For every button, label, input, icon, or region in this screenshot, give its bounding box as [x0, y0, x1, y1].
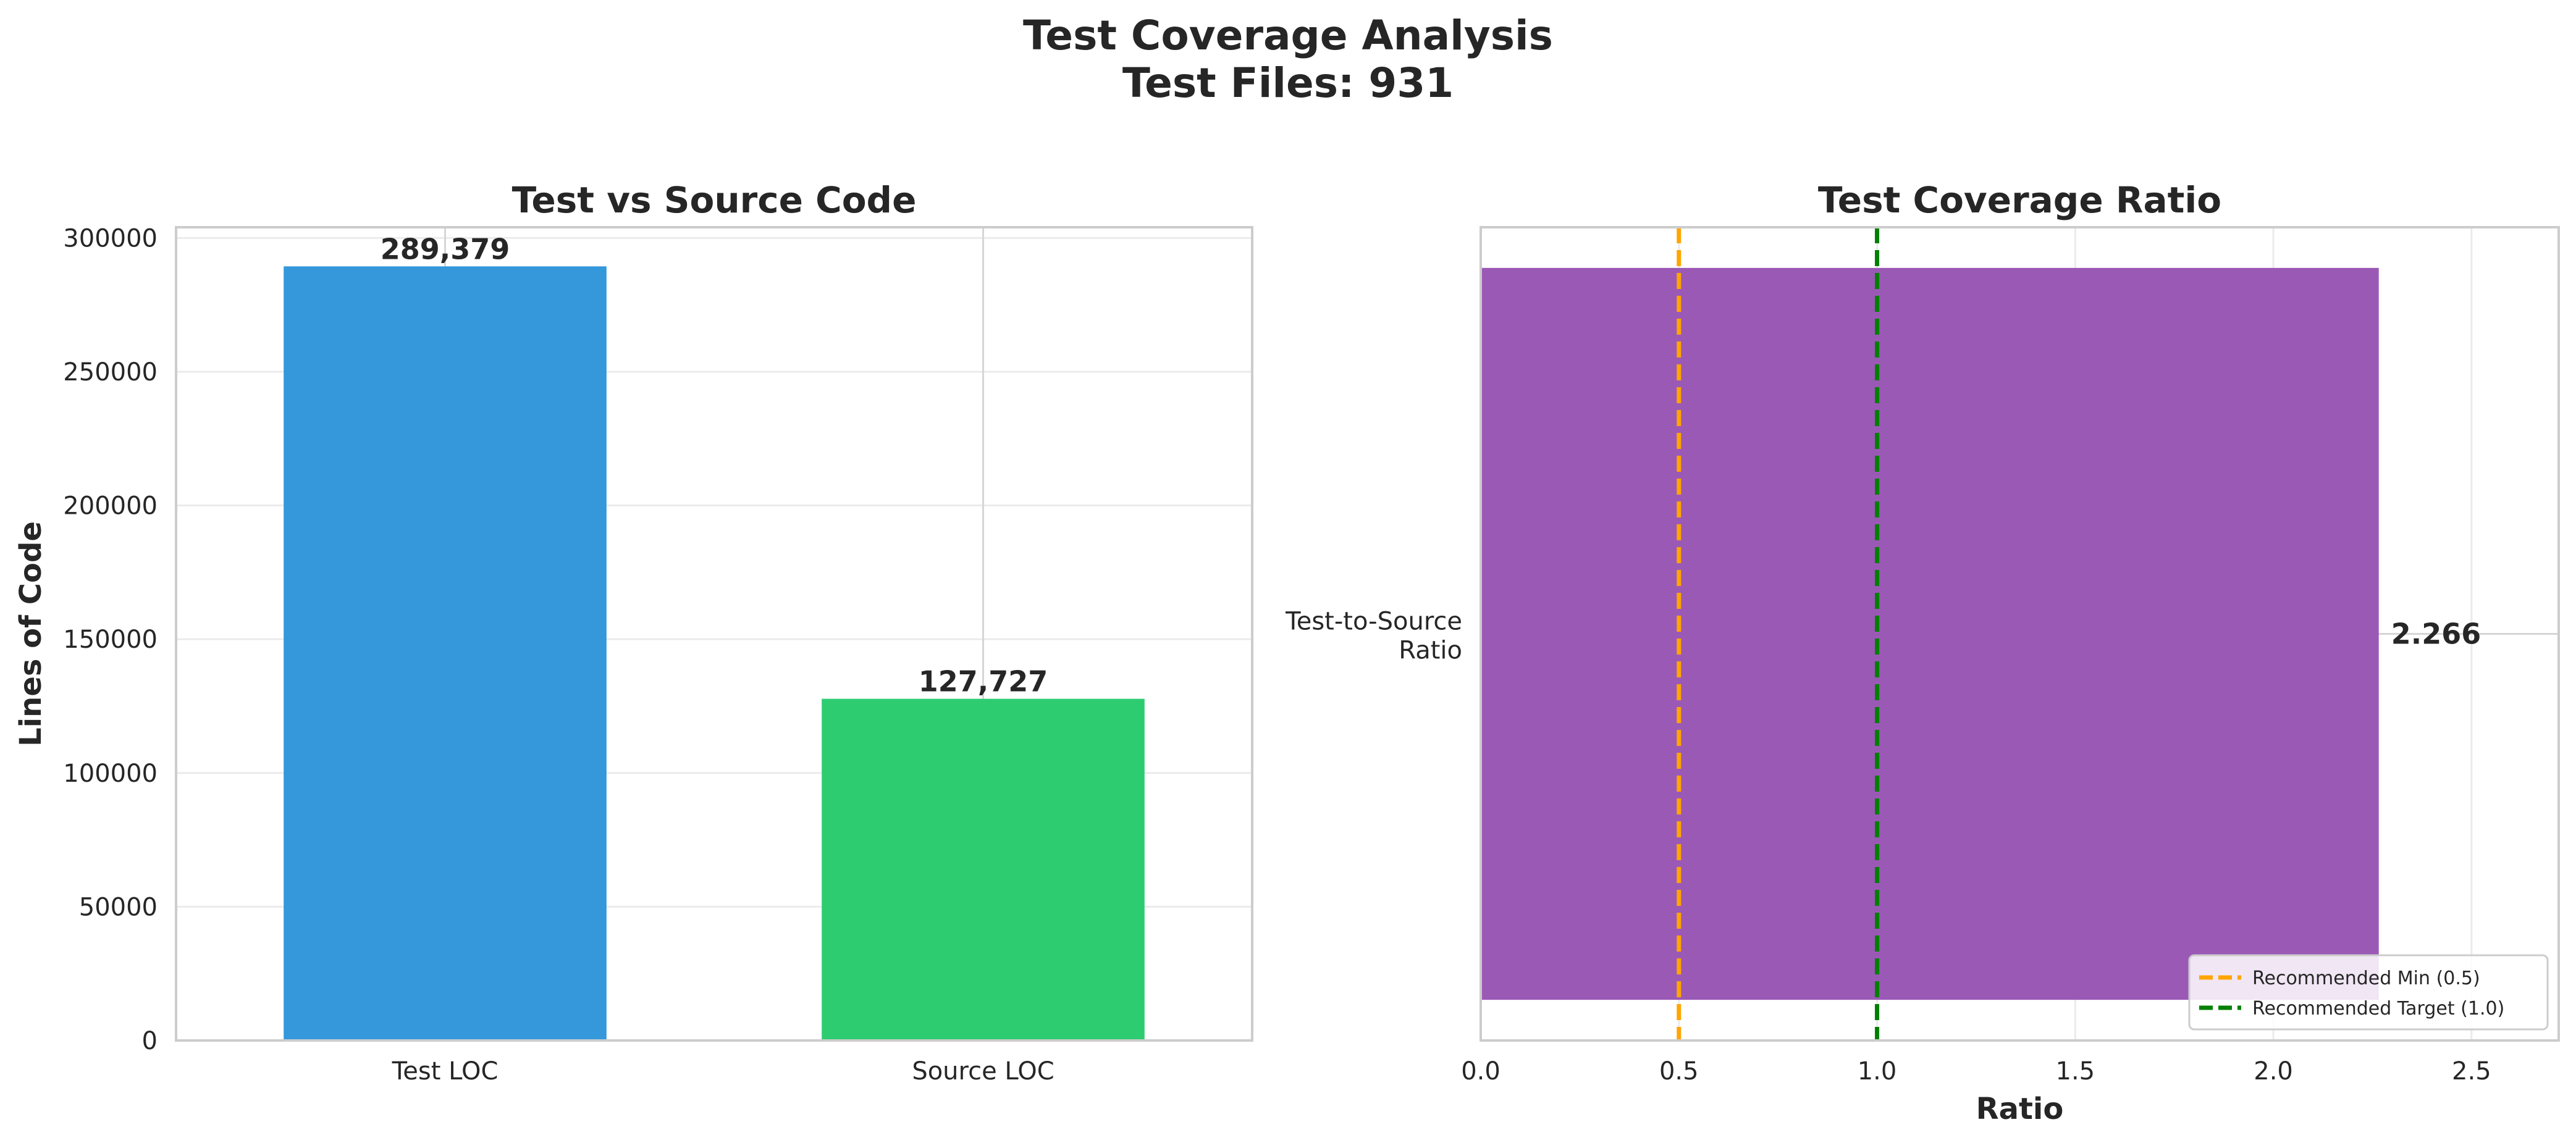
x-tick-label: 1.0	[1858, 1057, 1897, 1086]
chart-title: Test vs Source Code	[512, 179, 917, 221]
bar	[1481, 267, 2379, 1000]
bar	[284, 266, 607, 1040]
x-tick-label: 0.5	[1659, 1057, 1699, 1086]
x-tick-label: 2.5	[2452, 1057, 2491, 1086]
x-tick-label: 1.5	[2056, 1057, 2095, 1086]
x-tick-label: 0.0	[1461, 1057, 1501, 1086]
bar	[822, 698, 1145, 1040]
y-tick-label: 200000	[63, 492, 158, 521]
x-tick-label: Test LOC	[392, 1057, 499, 1086]
legend-box	[2188, 954, 2549, 1031]
y-tick-label: 300000	[63, 224, 158, 253]
legend: Recommended Min (0.5) Recommended Target …	[2188, 954, 2549, 1031]
figure-title: Test Coverage Analysis	[1023, 12, 1553, 59]
y-tick-label: 0	[142, 1027, 158, 1055]
y-tick-label: 250000	[63, 358, 158, 387]
y-tick-label: 150000	[63, 626, 158, 654]
y-axis-label: Lines of Code	[14, 521, 48, 747]
data-label: 289,379	[381, 232, 510, 266]
x-axis-label: Ratio	[1976, 1092, 2064, 1126]
x-tick-label: Source LOC	[912, 1057, 1054, 1086]
y-tick-label: Test-to-Source	[1285, 608, 1462, 636]
plot-frame	[175, 226, 1253, 1042]
figure-subtitle: Test Files: 931	[1122, 59, 1454, 107]
x-tick-label: 2.0	[2254, 1057, 2293, 1086]
legend-label: Recommended Target (1.0)	[2252, 998, 2504, 1019]
legend-label: Recommended Min (0.5)	[2252, 968, 2480, 989]
y-tick-label: 100000	[63, 760, 158, 788]
y-tick-label: 50000	[79, 893, 158, 921]
data-label: 2.266	[2391, 618, 2481, 651]
y-tick-label: Ratio	[1399, 637, 1462, 665]
ratio-bar-chart: Test Coverage Ratio 2.266 0.0 0.5 1.0 1.5 2.0 2…	[1285, 179, 2560, 1126]
data-label: 127,727	[919, 665, 1048, 698]
chart-title: Test Coverage Ratio	[1818, 179, 2221, 221]
plot-frame	[1480, 226, 2560, 1042]
